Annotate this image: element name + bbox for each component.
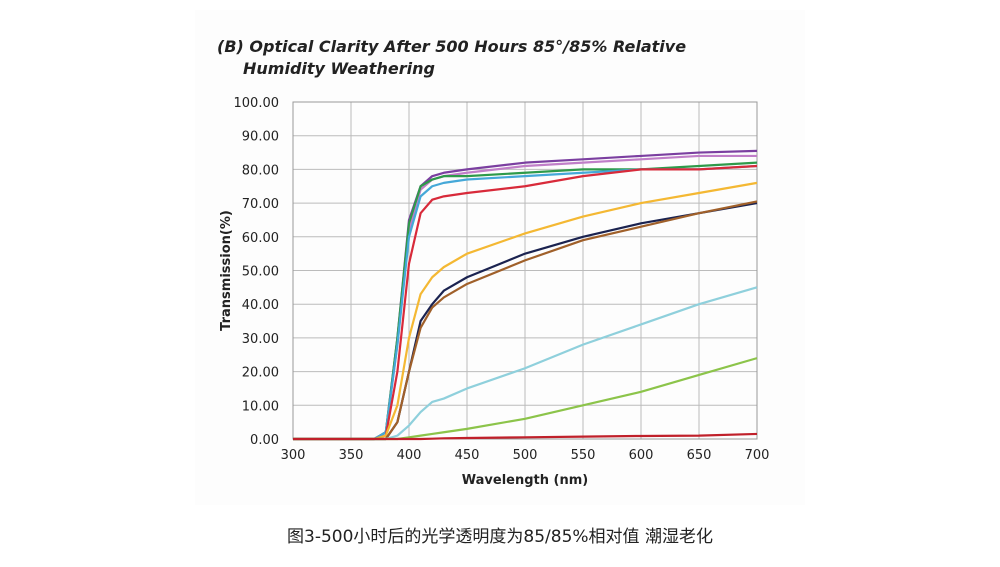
chart-title: (B) Optical Clarity After 500 Hours 85°/… [217,36,686,80]
x-tick-label: 450 [455,448,480,463]
y-tick-label: 40.00 [242,298,279,313]
figure-caption: 图3-500小时后的光学透明度为85/85%相对值 潮湿老化 [287,527,713,547]
y-tick-label: 30.00 [242,332,279,347]
x-tick-label: 650 [687,448,712,463]
series-line-11 [293,432,758,441]
x-tick-label: 550 [571,448,596,463]
y-tick-label: 20.00 [242,366,279,381]
title-line-2: Humidity Weathering [243,59,435,78]
y-tick-label: 90.00 [242,130,279,145]
y-tick-label: 0.00 [250,433,279,448]
series-line-5 [293,164,758,441]
y-tick-label: 70.00 [242,197,279,212]
y-tick-label: 10.00 [242,399,279,414]
y-tick-label: 100.00 [234,96,280,111]
title-line-1: (B) Optical Clarity After 500 Hours 85°/… [217,37,687,56]
y-tick-label: 50.00 [242,265,279,280]
x-tick-label: 500 [513,448,538,463]
x-tick-label: 300 [281,448,306,463]
x-tick-label: 400 [397,448,422,463]
series-line-6 [293,181,758,441]
x-tick-label: 350 [339,448,364,463]
x-axis-label: Wavelength (nm) [462,473,588,488]
y-axis-label: Transmission(%) [219,210,234,331]
series-line-8 [293,200,758,441]
x-tick-label: 600 [629,448,654,463]
y-tick-label: 60.00 [242,231,279,246]
x-tick-label: 700 [745,448,770,463]
plot-frame [292,101,758,440]
y-tick-label: 80.00 [242,163,279,178]
